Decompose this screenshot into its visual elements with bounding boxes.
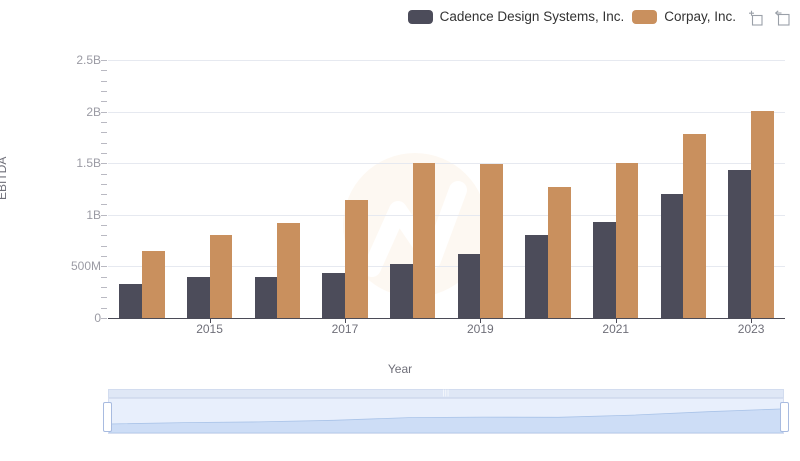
- y-tick-label: 2B: [86, 104, 101, 119]
- datazoom-move-band[interactable]: [108, 389, 784, 398]
- bar-cadence-2020[interactable]: [525, 235, 549, 318]
- y-minor-tick: [101, 318, 107, 319]
- y-minor-tick: [101, 163, 107, 165]
- bar-cadence-2016[interactable]: [254, 276, 278, 318]
- x-tick-mark: [480, 318, 482, 323]
- gridline: [108, 60, 785, 61]
- bar-corpay,-2021[interactable]: [615, 163, 639, 318]
- undo-restore-icon[interactable]: [773, 9, 790, 26]
- bar-cadence-2019[interactable]: [457, 254, 481, 318]
- y-minor-tick: [101, 256, 107, 258]
- y-tick-label: 500M: [70, 259, 101, 274]
- bar-series-group: [108, 60, 785, 318]
- y-axis-title: EBITDA: [0, 156, 9, 200]
- datazoom-track[interactable]: [108, 398, 784, 434]
- y-tick-label: 2.5B: [76, 53, 101, 67]
- y-minor-tick: [101, 225, 107, 227]
- y-tick-label: 0: [94, 311, 101, 325]
- x-tick-label: 2021: [602, 322, 630, 336]
- y-minor-tick: [101, 111, 107, 113]
- y-minor-tick: [101, 60, 107, 61]
- y-minor-tick: [101, 132, 107, 134]
- bar-corpay,-2023[interactable]: [751, 110, 774, 318]
- datazoom-slider[interactable]: |||: [103, 389, 789, 434]
- bar-cadence-2017[interactable]: [322, 272, 345, 318]
- x-tick-mark: [344, 318, 346, 323]
- bar-corpay,-2015[interactable]: [209, 235, 233, 318]
- y-minor-tick: [101, 121, 107, 123]
- y-axis: 0 500M 1B 1.5B 2B 2.5B: [0, 0, 107, 461]
- legend-label-series-1: Cadence Design Systems, Inc.: [439, 9, 625, 25]
- y-minor-tick: [101, 70, 107, 72]
- datazoom-grip-icon: |||: [442, 390, 450, 397]
- y-minor-tick: [101, 90, 107, 92]
- y-minor-tick: [101, 307, 107, 309]
- y-minor-tick: [101, 173, 107, 175]
- x-axis-title: Year: [387, 362, 413, 376]
- y-minor-tick: [101, 245, 107, 247]
- x-axis-line: [108, 318, 785, 319]
- x-tick-label: 2023: [737, 322, 765, 336]
- bar-cadence-2021[interactable]: [593, 222, 616, 318]
- legend-swatch-series-2: [632, 10, 658, 24]
- x-tick-label: 2017: [331, 322, 359, 336]
- gridline: [108, 111, 785, 113]
- datazoom-handle-right[interactable]: [780, 402, 789, 432]
- y-minor-tick: [101, 142, 107, 144]
- y-minor-tick: [101, 266, 107, 268]
- add-annotation-icon[interactable]: [746, 9, 763, 26]
- y-minor-tick: [101, 214, 107, 216]
- bar-cadence-2018[interactable]: [389, 264, 413, 318]
- bar-corpay,-2016[interactable]: [277, 223, 300, 318]
- x-tick-mark: [209, 318, 211, 323]
- legend-item-series-1[interactable]: Cadence Design Systems, Inc.: [407, 9, 625, 25]
- bar-cadence-2022[interactable]: [660, 194, 684, 318]
- gridline: [108, 266, 785, 268]
- gridline: [108, 214, 785, 216]
- y-minor-tick: [101, 204, 107, 206]
- y-minor-tick: [101, 183, 107, 185]
- x-tick-label: 2019: [466, 322, 494, 336]
- y-minor-tick: [101, 276, 107, 278]
- chart-legend: Cadence Design Systems, Inc. Corpay, Inc…: [0, 4, 800, 30]
- legend-label-series-2: Corpay, Inc.: [664, 9, 736, 25]
- legend-swatch-series-1: [407, 10, 433, 24]
- x-tick-mark: [615, 318, 617, 323]
- y-minor-tick: [101, 235, 107, 237]
- datazoom-preview-area: [109, 408, 783, 433]
- bar-corpay,-2020[interactable]: [548, 186, 571, 318]
- y-minor-tick: [101, 80, 107, 82]
- y-minor-tick: [101, 287, 107, 289]
- y-minor-tick: [101, 194, 107, 196]
- datazoom-handle-left[interactable]: [103, 402, 112, 432]
- legend-item-series-2[interactable]: Corpay, Inc.: [632, 10, 736, 24]
- bar-cadence-2023[interactable]: [728, 170, 752, 318]
- y-minor-tick: [101, 297, 107, 299]
- y-minor-tick: [101, 152, 107, 154]
- bar-corpay,-2017[interactable]: [344, 200, 368, 318]
- y-tick-label: 1B: [86, 207, 101, 222]
- bar-corpay,-2014[interactable]: [141, 250, 165, 318]
- gridline: [108, 163, 785, 165]
- y-minor-tick: [101, 101, 107, 103]
- x-tick-mark: [751, 318, 753, 323]
- bar-corpay,-2018[interactable]: [412, 163, 436, 318]
- bar-cadence-2015[interactable]: [186, 276, 210, 318]
- x-tick-label: 2015: [196, 322, 223, 336]
- bar-corpay,-2019[interactable]: [480, 164, 504, 318]
- bar-cadence-2014[interactable]: [119, 283, 142, 318]
- bar-corpay,-2022[interactable]: [683, 134, 707, 318]
- y-tick-label: 1.5B: [76, 156, 101, 171]
